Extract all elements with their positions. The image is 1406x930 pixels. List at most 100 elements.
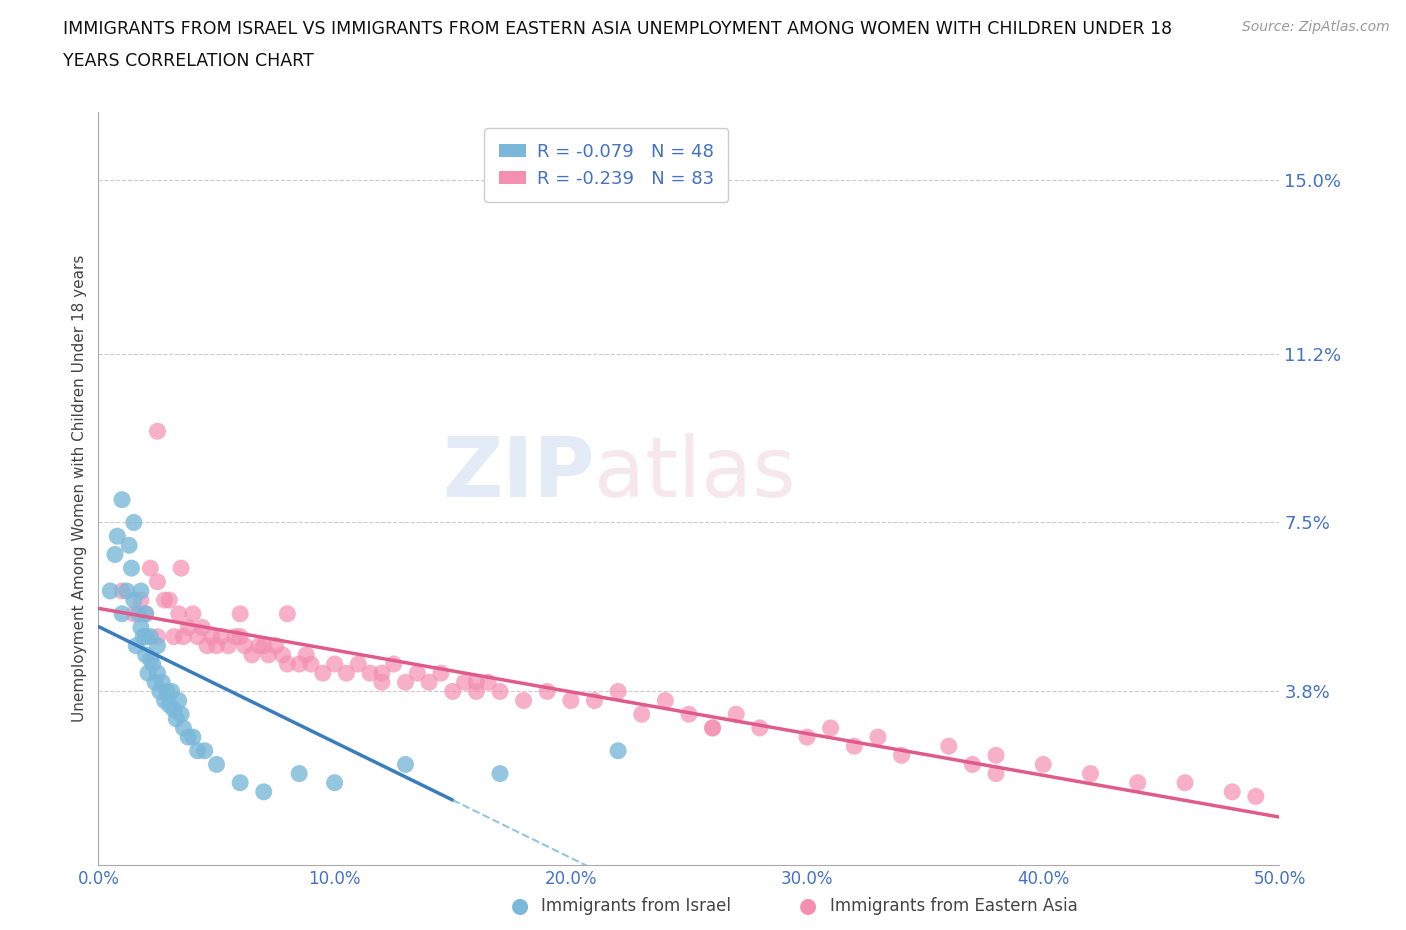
Point xyxy=(866,730,889,745)
Text: Source: ZipAtlas.com: Source: ZipAtlas.com xyxy=(1241,20,1389,34)
Text: ●: ● xyxy=(512,896,529,916)
Point xyxy=(1032,757,1054,772)
Point xyxy=(1126,776,1149,790)
Point xyxy=(136,666,159,681)
Point xyxy=(150,675,173,690)
Point xyxy=(146,575,169,590)
Point xyxy=(489,766,512,781)
Point xyxy=(465,675,488,690)
Point xyxy=(489,684,512,698)
Point xyxy=(962,757,984,772)
Point xyxy=(725,707,748,722)
Point xyxy=(128,606,150,621)
Point xyxy=(146,638,169,653)
Point xyxy=(121,561,143,576)
Point xyxy=(111,583,134,598)
Point xyxy=(187,743,209,758)
Point xyxy=(191,620,214,635)
Point xyxy=(139,561,162,576)
Point xyxy=(229,606,252,621)
Point xyxy=(139,652,162,667)
Point xyxy=(264,638,287,653)
Point xyxy=(163,630,186,644)
Point xyxy=(217,638,239,653)
Point xyxy=(163,702,186,717)
Point xyxy=(253,784,276,799)
Text: Immigrants from Israel: Immigrants from Israel xyxy=(541,897,731,915)
Point xyxy=(146,666,169,681)
Point xyxy=(938,738,960,753)
Point xyxy=(195,638,218,653)
Point xyxy=(181,730,204,745)
Point xyxy=(271,647,294,662)
Text: Immigrants from Eastern Asia: Immigrants from Eastern Asia xyxy=(830,897,1077,915)
Point xyxy=(702,721,724,736)
Point xyxy=(312,666,335,681)
Text: ZIP: ZIP xyxy=(441,432,595,513)
Point xyxy=(512,693,534,708)
Point xyxy=(165,711,187,726)
Point xyxy=(201,630,224,644)
Point xyxy=(224,630,246,644)
Point xyxy=(177,620,200,635)
Point xyxy=(172,721,194,736)
Point xyxy=(371,666,394,681)
Point xyxy=(177,730,200,745)
Point xyxy=(187,630,209,644)
Point xyxy=(984,748,1007,763)
Point xyxy=(139,630,162,644)
Point xyxy=(607,743,630,758)
Point xyxy=(702,721,724,736)
Point xyxy=(607,684,630,698)
Point xyxy=(820,721,842,736)
Point xyxy=(323,657,346,671)
Point xyxy=(890,748,912,763)
Point xyxy=(394,757,416,772)
Point xyxy=(122,515,145,530)
Point xyxy=(1244,789,1267,804)
Point xyxy=(984,766,1007,781)
Point xyxy=(111,492,134,507)
Point xyxy=(1174,776,1197,790)
Point xyxy=(132,630,155,644)
Point xyxy=(233,638,256,653)
Point xyxy=(430,666,453,681)
Point xyxy=(125,638,148,653)
Point xyxy=(122,606,145,621)
Point xyxy=(288,657,311,671)
Point xyxy=(844,738,866,753)
Point xyxy=(153,592,176,607)
Point xyxy=(288,766,311,781)
Point xyxy=(149,684,172,698)
Text: YEARS CORRELATION CHART: YEARS CORRELATION CHART xyxy=(63,52,314,70)
Point xyxy=(394,675,416,690)
Point xyxy=(156,684,179,698)
Point xyxy=(477,675,499,690)
Point xyxy=(129,592,152,607)
Point xyxy=(105,529,128,544)
Point xyxy=(418,675,440,690)
Point xyxy=(170,707,193,722)
Point xyxy=(129,620,152,635)
Point xyxy=(796,730,818,745)
Point xyxy=(441,684,464,698)
Point xyxy=(111,606,134,621)
Point xyxy=(253,638,276,653)
Text: atlas: atlas xyxy=(595,432,796,513)
Point xyxy=(630,707,652,722)
Legend: R = -0.079   N = 48, R = -0.239   N = 83: R = -0.079 N = 48, R = -0.239 N = 83 xyxy=(484,128,728,202)
Point xyxy=(181,606,204,621)
Point xyxy=(98,583,121,598)
Point xyxy=(347,657,370,671)
Point xyxy=(299,657,322,671)
Point xyxy=(240,647,263,662)
Point xyxy=(205,757,228,772)
Point xyxy=(257,647,280,662)
Point xyxy=(465,684,488,698)
Point xyxy=(276,657,298,671)
Point xyxy=(153,693,176,708)
Point xyxy=(194,743,217,758)
Point xyxy=(135,630,157,644)
Point xyxy=(453,675,475,690)
Point xyxy=(678,707,700,722)
